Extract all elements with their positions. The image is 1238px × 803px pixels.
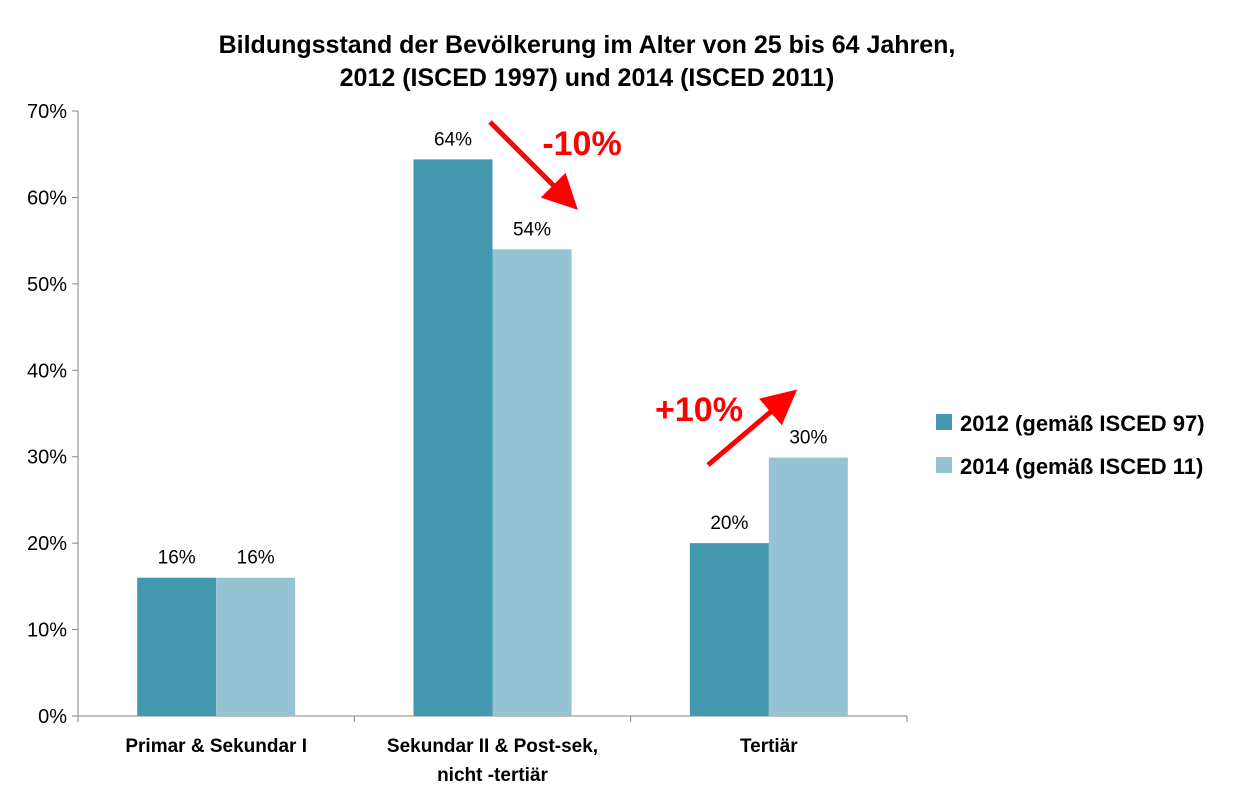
legend-swatch-2012 <box>936 414 952 430</box>
y-tick-label: 50% <box>27 274 67 296</box>
decrease-arrow <box>488 120 578 210</box>
legend: 2012 (gemäß ISCED 97) 2014 (gemäß ISCED … <box>936 411 1205 479</box>
y-tick-label: 60% <box>27 187 67 209</box>
data-labels: 16% 64% 20% 16% 54% 30% <box>158 129 828 568</box>
y-tick-label: 0% <box>38 706 67 728</box>
increase-arrow <box>706 389 798 467</box>
bar <box>216 577 296 716</box>
y-tick-label: 10% <box>27 620 67 642</box>
y-tick-label: 30% <box>27 447 67 469</box>
bar <box>768 457 848 716</box>
legend-label-2012: 2012 (gemäß ISCED 97) <box>960 411 1205 436</box>
bar <box>689 543 769 716</box>
increase-annotation: +10% <box>655 391 743 429</box>
data-label: 64% <box>434 129 472 150</box>
x-tick-label: Primar & Sekundar I <box>125 736 307 757</box>
data-label: 30% <box>789 428 827 449</box>
data-label: 20% <box>710 513 748 534</box>
category-labels: Primar & Sekundar I Sekundar II & Post-se… <box>125 736 798 786</box>
annotations: -10% +10% <box>488 120 798 467</box>
x-tick-label: Tertiär <box>740 736 798 757</box>
chart-title-line-1: Bildungsstand der Bevölkerung im Alter v… <box>219 31 956 59</box>
decrease-annotation: -10% <box>542 125 621 163</box>
legend-swatch-2014 <box>936 457 952 473</box>
y-tick-label: 40% <box>27 360 67 382</box>
y-tick-label: 20% <box>27 533 67 555</box>
x-tick-label: nicht -tertiär <box>437 765 548 786</box>
x-tick-label: Sekundar II & Post-sek, <box>387 736 598 757</box>
bars <box>137 159 848 717</box>
y-tick-label: 70% <box>27 101 67 123</box>
data-label: 16% <box>158 548 196 569</box>
bar <box>492 249 572 717</box>
x-axis <box>77 715 908 722</box>
data-label: 54% <box>513 219 551 240</box>
data-label: 16% <box>237 548 275 569</box>
legend-label-2014: 2014 (gemäß ISCED 11) <box>960 454 1203 479</box>
bar <box>137 577 217 716</box>
chart-title-line-2: 2012 (ISCED 1997) und 2014 (ISCED 2011) <box>340 64 835 92</box>
y-axis: 0% 10% 20% 30% 40% 50% 60% 70% <box>27 101 79 728</box>
bar <box>413 159 493 716</box>
